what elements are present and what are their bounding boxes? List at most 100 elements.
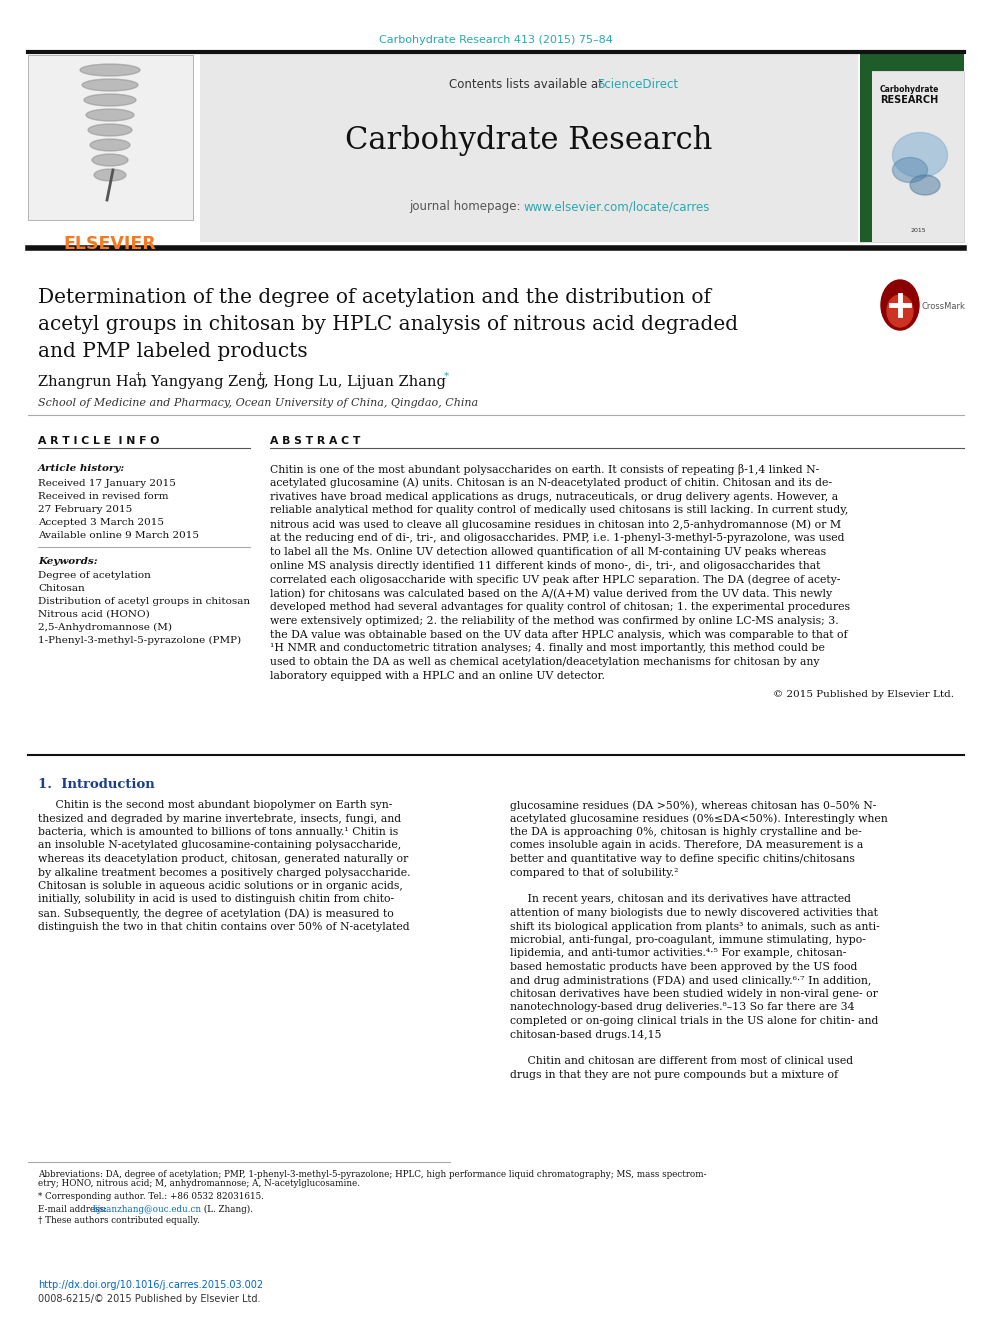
Text: www.elsevier.com/locate/carres: www.elsevier.com/locate/carres [524, 200, 710, 213]
Text: Contents lists available at: Contents lists available at [449, 78, 607, 91]
Text: thesized and degraded by marine invertebrate, insects, fungi, and: thesized and degraded by marine inverteb… [38, 814, 401, 823]
Text: Received 17 January 2015: Received 17 January 2015 [38, 479, 176, 488]
Text: based hemostatic products have been approved by the US food: based hemostatic products have been appr… [510, 962, 857, 972]
Text: laboratory equipped with a HPLC and an online UV detector.: laboratory equipped with a HPLC and an o… [270, 671, 605, 681]
Text: , Yangyang Zeng: , Yangyang Zeng [142, 374, 266, 389]
Text: †: † [258, 372, 263, 381]
Text: lation) for chitosans was calculated based on the A/(A+M) value derived from the: lation) for chitosans was calculated bas… [270, 589, 832, 599]
Text: lijuanzhang@ouc.edu.cn: lijuanzhang@ouc.edu.cn [93, 1205, 202, 1215]
Ellipse shape [893, 157, 928, 183]
Text: online MS analysis directly identified 11 different kinds of mono-, di-, tri-, a: online MS analysis directly identified 1… [270, 561, 820, 570]
Text: journal homepage:: journal homepage: [409, 200, 524, 213]
Text: , Hong Lu, Lijuan Zhang: , Hong Lu, Lijuan Zhang [264, 374, 445, 389]
Text: Carbohydrate Research 413 (2015) 75–84: Carbohydrate Research 413 (2015) 75–84 [379, 34, 613, 45]
Text: attention of many biologists due to newly discovered activities that: attention of many biologists due to newl… [510, 908, 878, 918]
Text: ScienceDirect: ScienceDirect [597, 78, 679, 91]
Text: †: † [136, 372, 141, 381]
Text: to label all the Ms. Online UV detection allowed quantification of all M-contain: to label all the Ms. Online UV detection… [270, 546, 826, 557]
Text: better and quantitative way to define specific chitins/chitosans: better and quantitative way to define sp… [510, 855, 855, 864]
Text: Zhangrun Han: Zhangrun Han [38, 374, 147, 389]
Text: lipidemia, and anti-tumor activities.⁴·⁵ For example, chitosan-: lipidemia, and anti-tumor activities.⁴·⁵… [510, 949, 846, 958]
Ellipse shape [94, 169, 126, 181]
Text: etry; HONO, nitrous acid; M, anhydromannose; A, N-acetylglucosamine.: etry; HONO, nitrous acid; M, anhydromann… [38, 1180, 360, 1188]
Text: an insoluble N-acetylated glucosamine-containing polysaccharide,: an insoluble N-acetylated glucosamine-co… [38, 840, 401, 851]
Text: glucosamine residues (DA >50%), whereas chitosan has 0–50% N-: glucosamine residues (DA >50%), whereas … [510, 800, 876, 811]
Text: bacteria, which is amounted to billions of tons annually.¹ Chitin is: bacteria, which is amounted to billions … [38, 827, 398, 837]
Text: 1.  Introduction: 1. Introduction [38, 778, 155, 791]
Text: Distribution of acetyl groups in chitosan: Distribution of acetyl groups in chitosa… [38, 597, 250, 606]
Text: 0008-6215/© 2015 Published by Elsevier Ltd.: 0008-6215/© 2015 Published by Elsevier L… [38, 1294, 261, 1304]
Text: Available online 9 March 2015: Available online 9 March 2015 [38, 531, 199, 540]
Text: (L. Zhang).: (L. Zhang). [201, 1205, 253, 1215]
Ellipse shape [88, 124, 132, 136]
Text: Chitin is one of the most abundant polysaccharides on earth. It consists of repe: Chitin is one of the most abundant polys… [270, 464, 819, 475]
Text: microbial, anti-fungal, pro-coagulant, immune stimulating, hypo-: microbial, anti-fungal, pro-coagulant, i… [510, 935, 866, 945]
Text: © 2015 Published by Elsevier Ltd.: © 2015 Published by Elsevier Ltd. [773, 689, 954, 699]
Ellipse shape [86, 108, 134, 120]
FancyBboxPatch shape [28, 56, 193, 220]
Text: Degree of acetylation: Degree of acetylation [38, 572, 151, 579]
Text: Received in revised form: Received in revised form [38, 492, 169, 501]
Text: Keywords:: Keywords: [38, 557, 97, 566]
Text: used to obtain the DA as well as chemical acetylation/deacetylation mechanisms f: used to obtain the DA as well as chemica… [270, 658, 819, 667]
Ellipse shape [887, 295, 913, 327]
Text: chitosan-based drugs.14,15: chitosan-based drugs.14,15 [510, 1029, 662, 1040]
Ellipse shape [910, 175, 940, 194]
FancyBboxPatch shape [860, 53, 964, 71]
Text: Chitosan: Chitosan [38, 583, 84, 593]
Text: san. Subsequently, the degree of acetylation (DA) is measured to: san. Subsequently, the degree of acetyla… [38, 908, 394, 918]
Text: were extensively optimized; 2. the reliability of the method was confirmed by on: were extensively optimized; 2. the relia… [270, 615, 838, 626]
Text: 2,5-Anhydromannose (M): 2,5-Anhydromannose (M) [38, 623, 172, 632]
Ellipse shape [893, 132, 947, 177]
Ellipse shape [90, 139, 130, 151]
Text: E-mail address:: E-mail address: [38, 1205, 110, 1215]
Text: and drug administrations (FDA) and used clinically.⁶·⁷ In addition,: and drug administrations (FDA) and used … [510, 975, 871, 986]
Text: ¹H NMR and conductometric titration analyses; 4. finally and most importantly, t: ¹H NMR and conductometric titration anal… [270, 643, 825, 654]
Text: CrossMark: CrossMark [922, 302, 966, 311]
Text: nitrous acid was used to cleave all glucosamine residues in chitosan into 2,5-an: nitrous acid was used to cleave all gluc… [270, 519, 841, 529]
Text: 1-Phenyl-3-methyl-5-pyrazolone (PMP): 1-Phenyl-3-methyl-5-pyrazolone (PMP) [38, 636, 241, 646]
Text: chitosan derivatives have been studied widely in non-viral gene- or: chitosan derivatives have been studied w… [510, 990, 878, 999]
Text: correlated each oligosaccharide with specific UV peak after HPLC separation. The: correlated each oligosaccharide with spe… [270, 574, 840, 585]
Text: by alkaline treatment becomes a positively charged polysaccharide.: by alkaline treatment becomes a positive… [38, 868, 411, 877]
Text: initially, solubility in acid is used to distinguish chitin from chito-: initially, solubility in acid is used to… [38, 894, 394, 905]
Text: A R T I C L E  I N F O: A R T I C L E I N F O [38, 437, 160, 446]
Text: Determination of the degree of acetylation and the distribution of: Determination of the degree of acetylati… [38, 288, 711, 307]
Text: Accepted 3 March 2015: Accepted 3 March 2015 [38, 519, 164, 527]
FancyBboxPatch shape [200, 53, 858, 242]
FancyBboxPatch shape [860, 71, 964, 242]
Ellipse shape [82, 79, 138, 91]
Text: Nitrous acid (HONO): Nitrous acid (HONO) [38, 610, 150, 619]
Text: and PMP labeled products: and PMP labeled products [38, 343, 308, 361]
Text: comes insoluble again in acids. Therefore, DA measurement is a: comes insoluble again in acids. Therefor… [510, 840, 863, 851]
Text: the DA value was obtainable based on the UV data after HPLC analysis, which was : the DA value was obtainable based on the… [270, 630, 847, 639]
Text: completed or on-going clinical trials in the US alone for chitin- and: completed or on-going clinical trials in… [510, 1016, 878, 1027]
Text: RESEARCH: RESEARCH [880, 95, 938, 105]
Text: *: * [444, 372, 449, 381]
Text: http://dx.doi.org/10.1016/j.carres.2015.03.002: http://dx.doi.org/10.1016/j.carres.2015.… [38, 1279, 263, 1290]
Text: Chitin is the second most abundant biopolymer on Earth syn-: Chitin is the second most abundant biopo… [38, 800, 393, 810]
Text: shift its biological application from plants³ to animals, such as anti-: shift its biological application from pl… [510, 922, 880, 931]
Text: developed method had several advantages for quality control of chitosan; 1. the : developed method had several advantages … [270, 602, 850, 613]
Text: at the reducing end of di-, tri-, and oligosaccharides. PMP, i.e. 1-phenyl-3-met: at the reducing end of di-, tri-, and ol… [270, 533, 844, 542]
Text: nanotechnology-based drug deliveries.⁸–13 So far there are 34: nanotechnology-based drug deliveries.⁸–1… [510, 1003, 854, 1012]
Text: compared to that of solubility.²: compared to that of solubility.² [510, 868, 679, 877]
Text: 27 February 2015: 27 February 2015 [38, 505, 132, 515]
Text: acetylated glucosamine (A) units. Chitosan is an N-deacetylated product of chiti: acetylated glucosamine (A) units. Chitos… [270, 478, 832, 488]
Text: acetylated glucosamine residues (0%≤DA<50%). Interestingly when: acetylated glucosamine residues (0%≤DA<5… [510, 814, 888, 824]
FancyBboxPatch shape [860, 71, 872, 242]
Text: distinguish the two in that chitin contains over 50% of N-acetylated: distinguish the two in that chitin conta… [38, 922, 410, 931]
Text: rivatives have broad medical applications as drugs, nutraceuticals, or drug deli: rivatives have broad medical application… [270, 492, 838, 501]
Text: Chitin and chitosan are different from most of clinical used: Chitin and chitosan are different from m… [510, 1057, 853, 1066]
Ellipse shape [84, 94, 136, 106]
Text: ELSEVIER: ELSEVIER [63, 235, 157, 253]
Text: reliable analytical method for quality control of medically used chitosans is st: reliable analytical method for quality c… [270, 505, 848, 516]
Text: * Corresponding author. Tel.: +86 0532 82031615.: * Corresponding author. Tel.: +86 0532 8… [38, 1192, 264, 1201]
Text: School of Medicine and Pharmacy, Ocean University of China, Qingdao, China: School of Medicine and Pharmacy, Ocean U… [38, 398, 478, 407]
Text: acetyl groups in chitosan by HPLC analysis of nitrous acid degraded: acetyl groups in chitosan by HPLC analys… [38, 315, 738, 333]
Ellipse shape [80, 64, 140, 75]
Text: the DA is approaching 0%, chitosan is highly crystalline and be-: the DA is approaching 0%, chitosan is hi… [510, 827, 862, 837]
Text: Abbreviations: DA, degree of acetylation; PMP, 1-phenyl-3-methyl-5-pyrazolone; H: Abbreviations: DA, degree of acetylation… [38, 1170, 706, 1179]
Ellipse shape [92, 153, 128, 165]
Text: † These authors contributed equally.: † These authors contributed equally. [38, 1216, 199, 1225]
